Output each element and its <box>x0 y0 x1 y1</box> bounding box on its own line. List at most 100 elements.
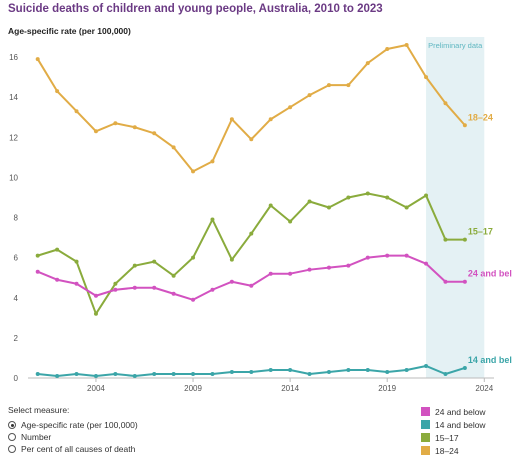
data-point-18-24 <box>93 129 98 134</box>
data-point-15-17 <box>191 255 196 260</box>
y-tick-label: 4 <box>14 294 19 303</box>
data-point-14-and-below <box>462 365 467 370</box>
measure-option-percent[interactable]: Per cent of all causes of death <box>8 443 138 455</box>
data-point-14-and-below <box>385 369 390 374</box>
y-tick-label: 2 <box>14 334 19 343</box>
data-point-14-and-below <box>288 367 293 372</box>
y-tick-label: 10 <box>9 173 18 182</box>
data-point-15-17 <box>229 257 234 262</box>
y-tick-label: 8 <box>14 214 19 223</box>
y-tick-label: 14 <box>9 93 18 102</box>
series-end-label-14-and-below: 14 and below <box>468 355 512 365</box>
y-tick-label: 16 <box>9 53 18 62</box>
data-point-18-24 <box>113 121 118 126</box>
legend-item-24-and-below[interactable]: 24 and below <box>421 405 486 418</box>
data-point-18-24 <box>249 137 254 142</box>
data-point-18-24 <box>365 61 370 66</box>
legend-label: 18–24 <box>435 445 459 456</box>
data-point-24-and-below <box>229 279 234 284</box>
data-point-14-and-below <box>326 369 331 374</box>
data-point-18-24 <box>404 43 409 48</box>
measure-option-label: Age-specific rate (per 100,000) <box>21 420 138 430</box>
data-point-18-24 <box>152 131 157 136</box>
x-tick-label: 2024 <box>475 384 493 393</box>
data-point-14-and-below <box>55 373 60 378</box>
radio-icon[interactable] <box>8 421 16 429</box>
line-chart: Preliminary data 0 2 4 6 8 10 12 14 16 2004 2009 201… <box>9 37 512 393</box>
data-point-14-and-below <box>171 371 176 376</box>
data-point-14-and-below <box>229 369 234 374</box>
radio-icon[interactable] <box>8 433 16 441</box>
data-point-24-and-below <box>326 265 331 270</box>
data-point-18-24 <box>191 169 196 174</box>
data-point-15-17 <box>385 195 390 200</box>
data-point-14-and-below <box>191 371 196 376</box>
data-point-14-and-below <box>346 367 351 372</box>
legend-item-18-24[interactable]: 18–24 <box>421 444 486 457</box>
chart-legend: 24 and below 14 and below 15–17 18–24 <box>421 405 486 457</box>
data-point-14-and-below <box>152 371 157 376</box>
data-point-15-17 <box>113 281 118 286</box>
data-point-14-and-below <box>249 369 254 374</box>
data-point-15-17 <box>346 195 351 200</box>
data-point-15-17 <box>93 311 98 316</box>
series-line-18-24 <box>36 44 466 173</box>
data-point-18-24 <box>424 75 429 80</box>
data-point-24-and-below <box>93 293 98 298</box>
data-point-15-17 <box>132 263 137 268</box>
data-point-14-and-below <box>268 367 273 372</box>
data-point-24-and-below <box>462 279 467 284</box>
series-line-15-17 <box>37 192 465 315</box>
data-point-14-and-below <box>307 371 312 376</box>
legend-item-14-and-below[interactable]: 14 and below <box>421 418 486 431</box>
legend-item-15-17[interactable]: 15–17 <box>421 431 486 444</box>
data-point-15-17 <box>210 217 215 222</box>
data-point-18-24 <box>268 117 273 122</box>
x-tick-label: 2009 <box>184 384 202 393</box>
data-point-18-24 <box>346 83 351 88</box>
measure-option-number[interactable]: Number <box>8 431 138 443</box>
data-point-18-24 <box>288 105 293 110</box>
legend-swatch <box>421 407 430 416</box>
series-end-label-18-24: 18–24 <box>468 112 493 122</box>
legend-swatch <box>421 433 430 442</box>
data-point-24-and-below <box>191 297 196 302</box>
data-point-15-17 <box>424 193 429 198</box>
data-point-18-24 <box>55 89 60 94</box>
data-point-14-and-below <box>210 371 215 376</box>
data-point-24-and-below <box>152 285 157 290</box>
radio-icon[interactable] <box>8 445 16 453</box>
measure-option-label: Per cent of all causes of death <box>21 444 136 454</box>
legend-label: 15–17 <box>435 432 459 443</box>
data-point-24-and-below <box>249 283 254 288</box>
data-point-15-17 <box>326 205 331 210</box>
measure-option-rate[interactable]: Age-specific rate (per 100,000) <box>8 419 138 431</box>
data-point-24-and-below <box>171 291 176 296</box>
data-point-18-24 <box>462 123 467 128</box>
data-point-24-and-below <box>210 287 215 292</box>
y-tick-label: 0 <box>14 374 19 383</box>
data-point-24-and-below <box>268 271 273 276</box>
measure-option-label: Number <box>21 432 52 442</box>
data-point-14-and-below <box>132 373 137 378</box>
data-point-15-17 <box>443 237 448 242</box>
data-point-14-and-below <box>74 371 79 376</box>
data-point-15-17 <box>55 247 60 252</box>
data-point-24-and-below <box>55 277 60 282</box>
measure-selector: Select measure: Age-specific rate (per 1… <box>8 405 138 455</box>
data-point-24-and-below <box>385 253 390 258</box>
data-point-14-and-below <box>113 371 118 376</box>
data-point-18-24 <box>385 47 390 52</box>
data-point-18-24 <box>443 101 448 106</box>
data-point-14-and-below <box>404 367 409 372</box>
data-point-24-and-below <box>113 287 118 292</box>
data-point-15-17 <box>35 253 40 258</box>
data-point-18-24 <box>229 117 234 122</box>
data-point-15-17 <box>288 219 293 224</box>
data-point-24-and-below <box>443 279 448 284</box>
series-end-label-15-17: 15–17 <box>468 227 493 237</box>
data-point-14-and-below <box>424 363 429 368</box>
legend-swatch <box>421 446 430 455</box>
data-point-18-24 <box>326 83 331 88</box>
data-point-18-24 <box>132 125 137 130</box>
